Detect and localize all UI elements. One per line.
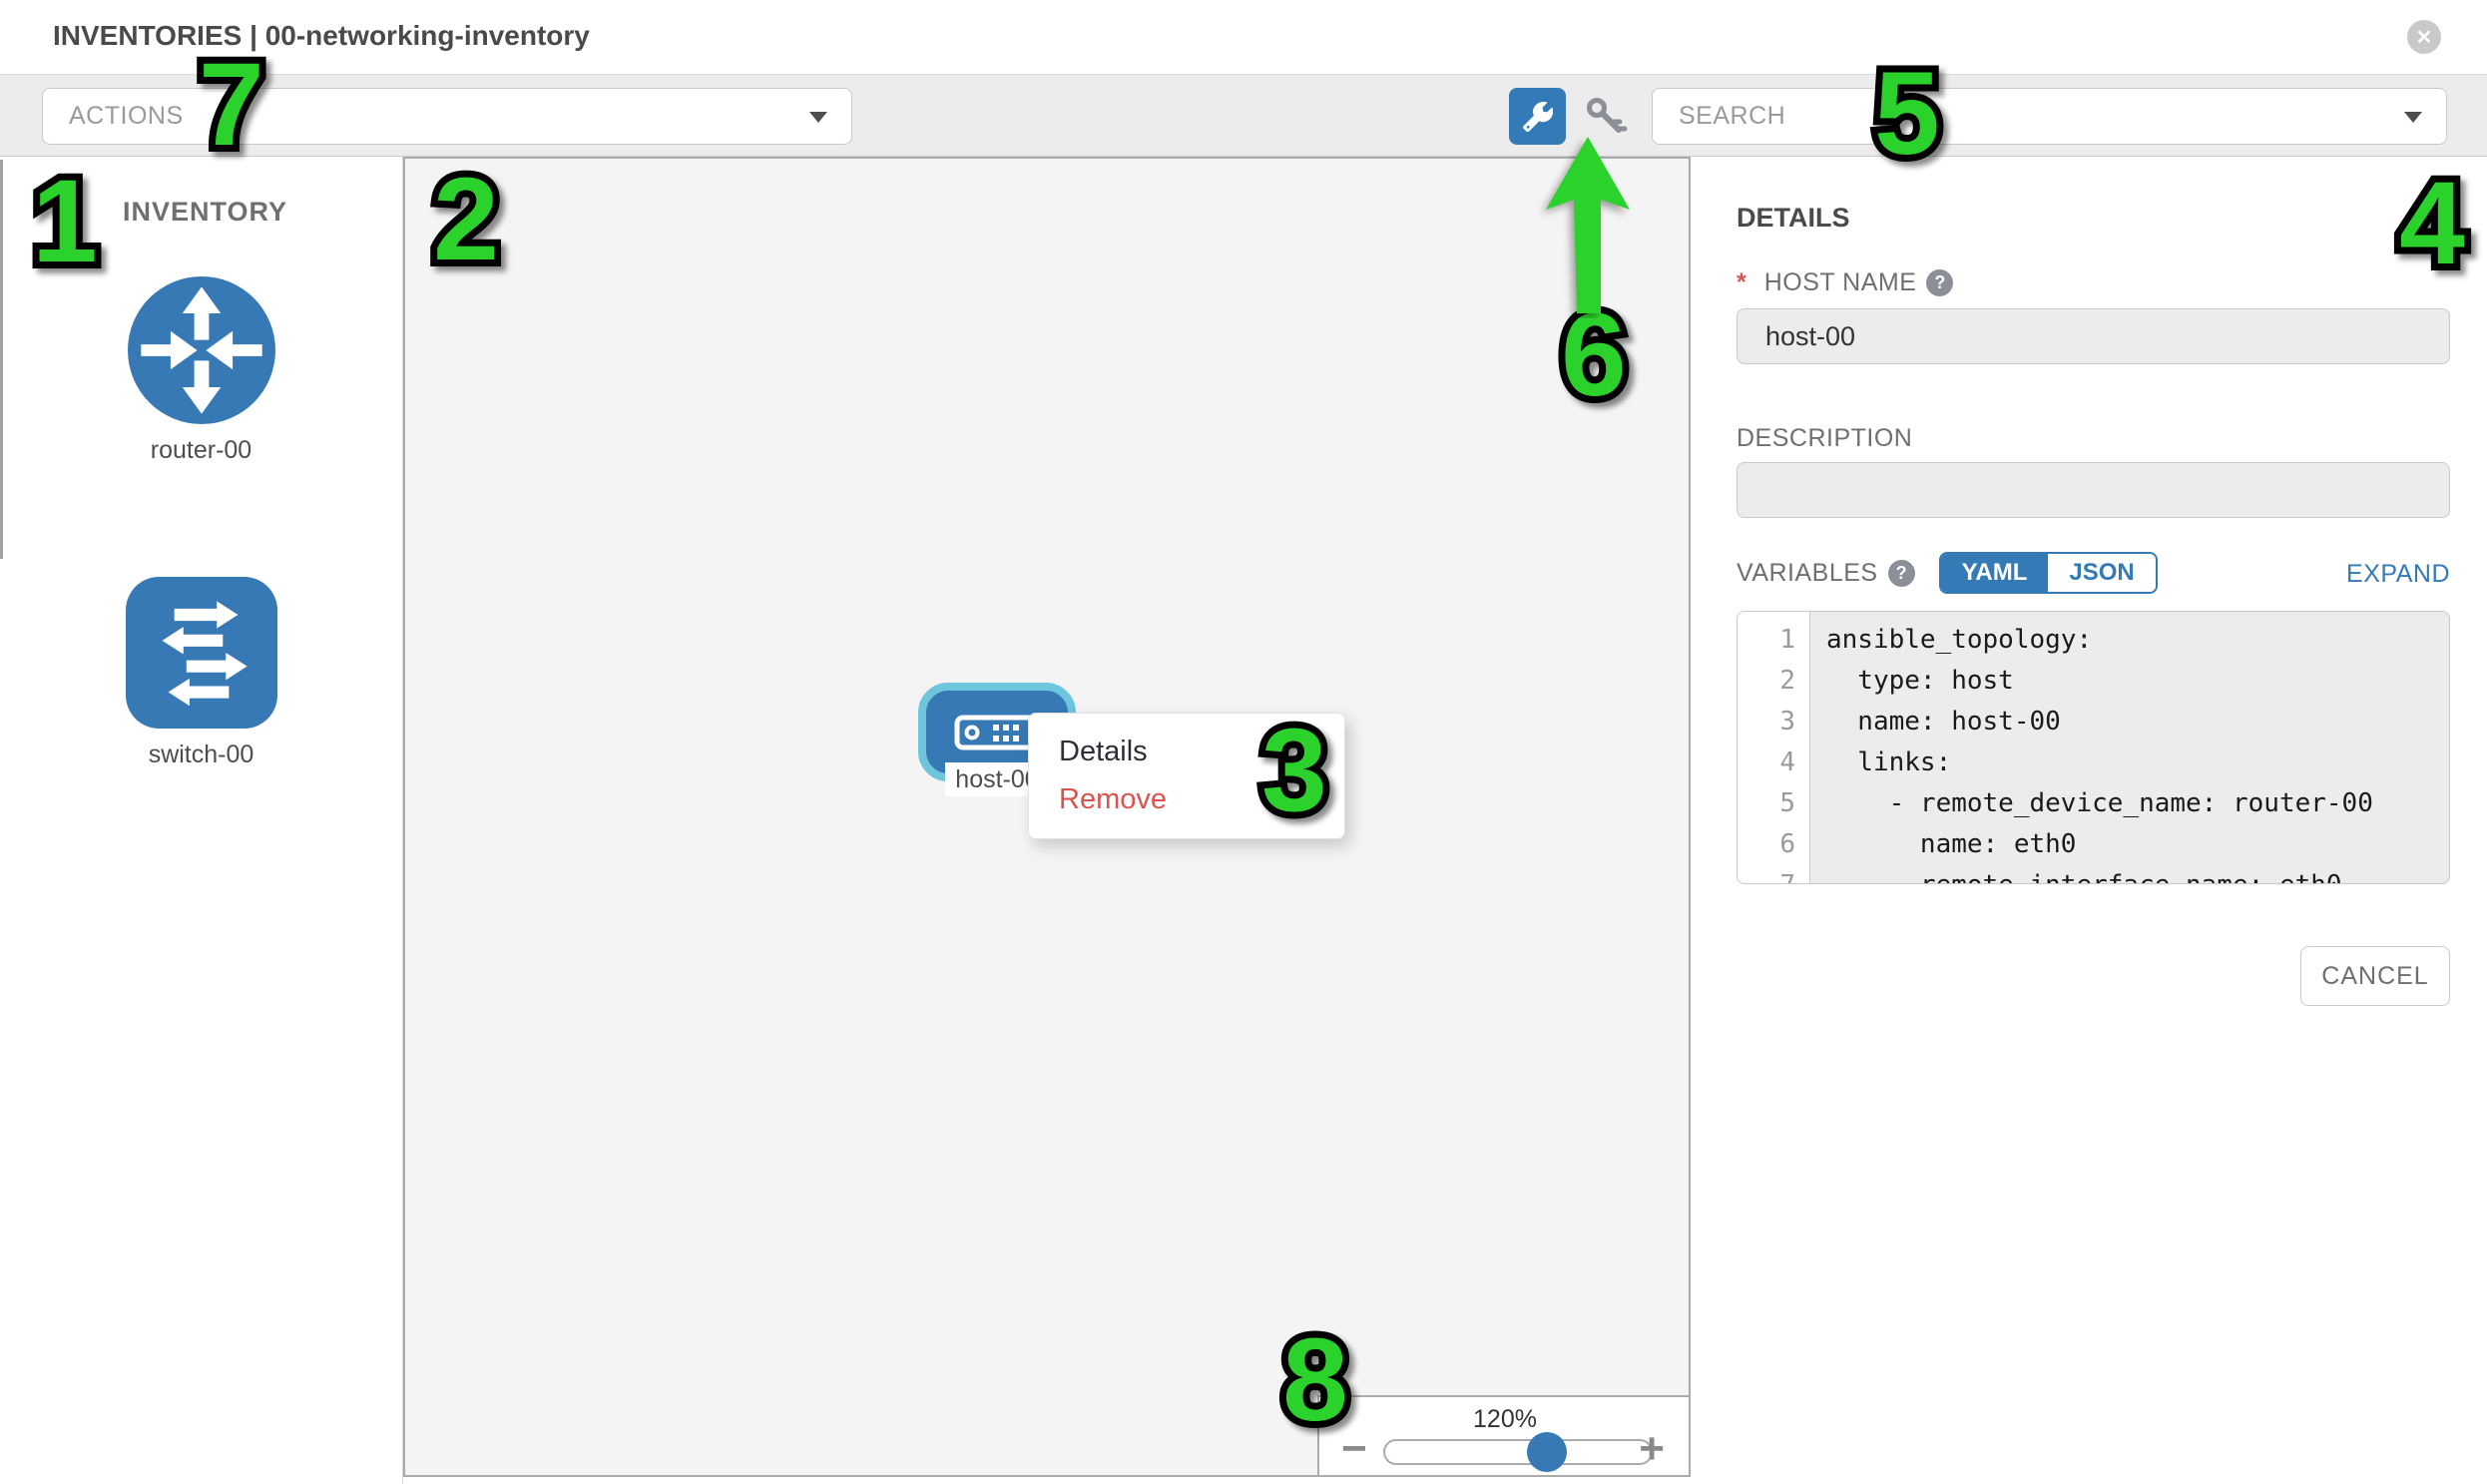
code-line: 4 links: <box>1779 747 1952 777</box>
key-icon <box>1587 97 1628 133</box>
host-name-label: HOST NAME <box>1763 268 1917 296</box>
scrollbar[interactable] <box>0 160 3 559</box>
zoom-level-label: 120% <box>1473 1405 1537 1433</box>
search-dropdown[interactable]: SEARCH <box>1652 88 2447 145</box>
code-line: 6 name: eth0 <box>1779 829 2077 859</box>
palette-title: INVENTORY <box>123 197 288 227</box>
required-marker: * <box>1737 268 1746 296</box>
zoom-in-button[interactable]: + <box>1639 1424 1665 1473</box>
wrench-icon <box>1522 101 1553 132</box>
chevron-down-icon <box>809 111 827 123</box>
switch-icon <box>125 577 277 729</box>
palette-item-router[interactable]: router-00 <box>0 276 402 465</box>
code-line: 1 ansible_topology: <box>1779 625 2093 655</box>
inventory-palette: INVENTORY router-00 switch-00 <box>0 157 403 1484</box>
palette-item-label: router-00 <box>150 436 252 464</box>
close-button[interactable]: ✕ <box>2407 20 2441 54</box>
toggle-option-json[interactable]: JSON <box>2048 554 2156 592</box>
palette-item-switch[interactable]: switch-00 <box>0 577 402 769</box>
host-name-input[interactable]: host-00 <box>1737 308 2450 364</box>
actions-dropdown[interactable]: ACTIONS <box>42 88 852 145</box>
page-header: INVENTORIES | 00-networking-inventory ✕ <box>0 0 2487 74</box>
code-line: 3 name: host-00 <box>1779 707 2061 737</box>
palette-item-label: switch-00 <box>148 741 254 768</box>
code-line: 5 - remote_device_name: router-00 <box>1779 788 2373 818</box>
variables-row: VARIABLES ? YAML JSON EXPAND <box>1737 552 2450 594</box>
details-panel: DETAILS * HOST NAME ? host-00 DESCRIPTIO… <box>1691 157 2487 1484</box>
close-icon: ✕ <box>2415 26 2433 49</box>
zoom-slider[interactable] <box>1383 1432 1653 1472</box>
help-icon[interactable]: ? <box>1887 559 1915 587</box>
description-label: DESCRIPTION <box>1737 424 1913 452</box>
key-button[interactable] <box>1577 88 1635 145</box>
chevron-down-icon <box>2404 111 2422 123</box>
description-label-row: DESCRIPTION <box>1737 424 1912 453</box>
router-icon <box>127 276 275 424</box>
zoom-control: 120% − + <box>1317 1395 1689 1475</box>
context-menu-item-details[interactable]: Details <box>1059 736 1148 767</box>
code-line: 2 type: host <box>1779 666 2014 696</box>
host-name-label-row: * HOST NAME ? <box>1737 268 1954 297</box>
page-title: INVENTORIES | 00-networking-inventory <box>53 20 590 51</box>
toggle-option-yaml[interactable]: YAML <box>1940 554 2049 592</box>
zoom-slider-thumb[interactable] <box>1527 1432 1567 1472</box>
node-context-menu: Details Remove <box>1028 713 1345 839</box>
variables-label: VARIABLES <box>1737 558 1878 587</box>
context-menu-item-remove[interactable]: Remove <box>1059 783 1167 815</box>
help-icon[interactable]: ? <box>1926 269 1954 296</box>
variables-code-editor[interactable]: 1 ansible_topology: 2 type: host 3 name: … <box>1737 611 2450 884</box>
search-placeholder: SEARCH <box>1679 102 1786 130</box>
configure-button[interactable] <box>1509 88 1566 145</box>
topology-canvas[interactable]: host-00 Details Remove 120% − + <box>403 157 1691 1477</box>
code-line: 7 remote_interface_name: eth0 <box>1738 865 2449 883</box>
expand-link[interactable]: EXPAND <box>2346 560 2450 588</box>
cancel-button[interactable]: CANCEL <box>2300 946 2450 1006</box>
description-input[interactable] <box>1737 462 2450 518</box>
details-panel-title: DETAILS <box>1737 203 1850 233</box>
variables-format-toggle: YAML JSON <box>1938 552 2158 594</box>
actions-dropdown-placeholder: ACTIONS <box>69 102 184 130</box>
toolbar: ACTIONS SEARCH <box>0 74 2487 157</box>
zoom-out-button[interactable]: − <box>1341 1424 1367 1473</box>
